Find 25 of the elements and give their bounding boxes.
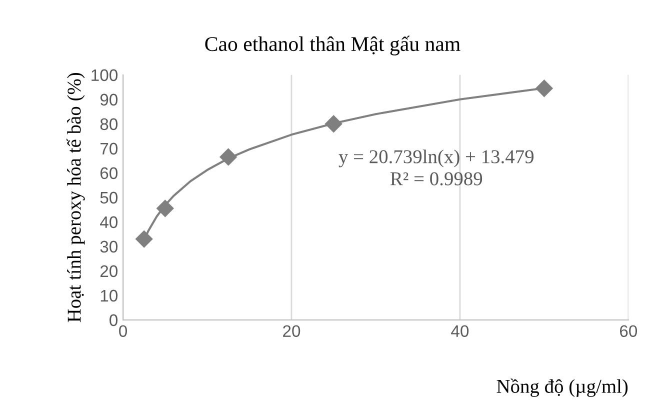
annotation: R² = 0.9989 [390, 172, 482, 186]
y-tick-label: 90 [100, 94, 118, 106]
chart-title: Cao ethanol thân Mật gấu nam [205, 36, 460, 56]
y-tick-label: 70 [100, 142, 118, 155]
x-axis-title: Nồng độ (µg/ml) [496, 378, 628, 397]
y-tick-label: 80 [100, 118, 118, 130]
y-tick-label: 100 [92, 69, 118, 82]
x-tick-label: 20 [283, 325, 300, 338]
point [156, 200, 174, 217]
y-tick-label: 30 [100, 240, 118, 253]
x-tick-label: 40 [451, 325, 469, 338]
y-axis-title: Hoạt tính peroxy hóa tế bào (%) [66, 72, 85, 322]
x-tick-label: 0 [119, 325, 128, 338]
y-tick-label: 20 [100, 265, 118, 278]
point [325, 115, 342, 132]
x-tick-label: 60 [620, 325, 638, 338]
y-tick-label: 0 [110, 314, 118, 326]
point [536, 80, 553, 97]
point [220, 148, 237, 166]
point [136, 230, 153, 248]
annotation: y = 20.739ln(x) + 13.479 [338, 150, 534, 168]
y-tick-label: 60 [100, 167, 118, 180]
y-tick-label: 50 [100, 192, 118, 204]
y-tick-label: 10 [100, 290, 118, 302]
y-tick-label: 40 [100, 216, 118, 228]
